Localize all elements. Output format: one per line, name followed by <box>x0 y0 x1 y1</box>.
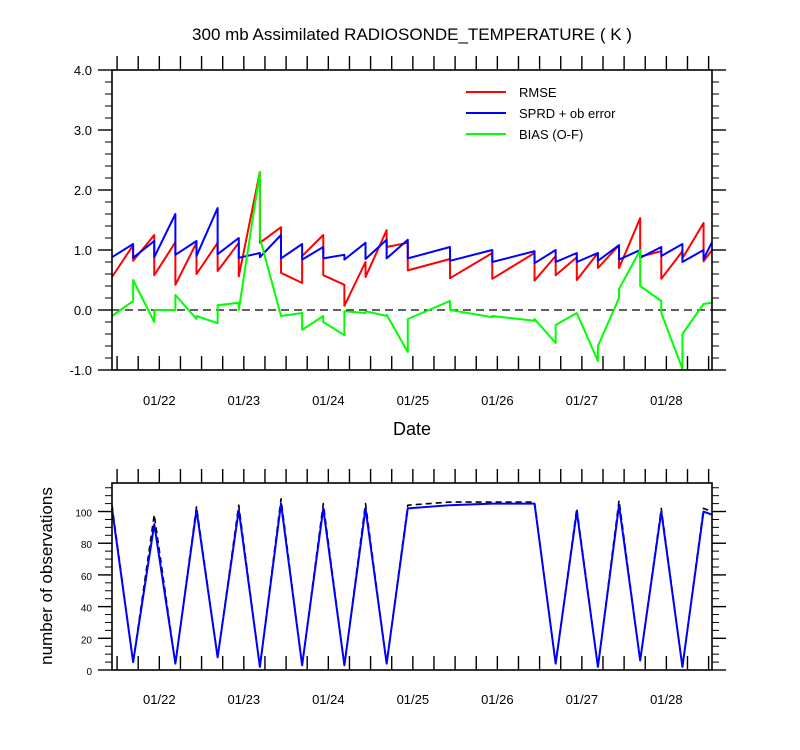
x-tick-label: 01/27 <box>566 393 599 408</box>
plot-frame <box>111 482 713 671</box>
legend-label: SPRD + ob error <box>519 106 616 121</box>
x-tick-label: 01/23 <box>228 393 261 408</box>
y-tick-label: 0 <box>86 667 92 678</box>
x-tick-label: 01/22 <box>143 393 176 408</box>
x-tick-label: 01/26 <box>481 692 514 707</box>
series-line-sprd-ob-error <box>111 207 713 265</box>
y-tick-label: 40 <box>81 604 93 615</box>
y-tick-label: 2.0 <box>74 183 92 198</box>
series-line-bias-o-f <box>111 171 713 370</box>
plot-frame <box>111 69 713 371</box>
x-tick-label: 01/25 <box>397 692 430 707</box>
series-line-obs-count-solid <box>111 502 713 668</box>
y-axis-label-bottom: number of observations <box>37 487 56 665</box>
y-tick-label: 80 <box>81 540 93 551</box>
legend-label: RMSE <box>519 85 557 100</box>
y-tick-label: 100 <box>75 509 92 520</box>
x-tick-label: 01/24 <box>312 692 345 707</box>
x-tick-label: 01/26 <box>481 393 514 408</box>
bottom-panel-plot: 0 20 40 60 80 100 01/22 01/23 01/24 01/25 01/26 01/… <box>75 469 726 707</box>
chart-title: 300 mb Assimilated RADIOSONDE_TEMPERATUR… <box>192 25 632 44</box>
y-tick-label: 60 <box>81 572 93 583</box>
top-panel-plot: -1.0 0.0 1.0 2.0 3.0 4.0 01/22 01/23 01/24 01/25 0… <box>70 56 726 408</box>
x-axis-label: Date <box>393 419 431 439</box>
y-tick-label: 4.0 <box>74 63 92 78</box>
y-tick-label: 20 <box>81 635 93 646</box>
x-tick-label: 01/24 <box>312 393 345 408</box>
y-tick-label: -1.0 <box>70 363 92 378</box>
x-tick-label: 01/27 <box>566 692 599 707</box>
x-tick-label: 01/25 <box>397 393 430 408</box>
x-tick-label: 01/28 <box>650 692 683 707</box>
y-tick-label: 1.0 <box>74 243 92 258</box>
x-tick-label: 01/23 <box>228 692 261 707</box>
x-tick-label: 01/22 <box>143 692 176 707</box>
y-tick-label: 0.0 <box>74 303 92 318</box>
y-tick-label: 3.0 <box>74 123 92 138</box>
x-tick-label: 01/28 <box>650 393 683 408</box>
legend-label: BIAS (O-F) <box>519 127 583 142</box>
series-line-rmse <box>111 171 713 307</box>
